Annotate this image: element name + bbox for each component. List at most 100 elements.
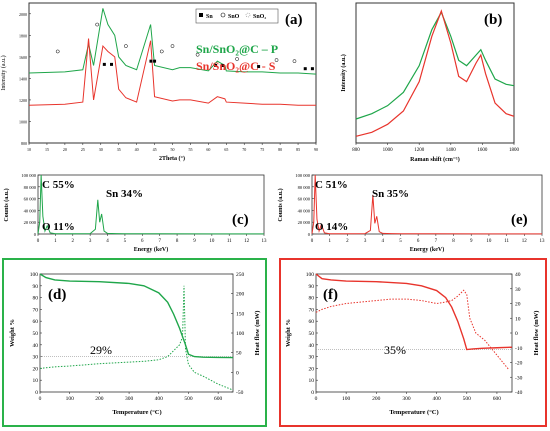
- y2-tick-label: 50: [236, 351, 242, 357]
- panel-d-y2ticks: 250 200 150 100 50 0 -50: [231, 272, 245, 396]
- y2-tick-label: -50: [236, 390, 244, 396]
- legend-sno2: SnO₂: [253, 14, 266, 20]
- y2-tick-label: 150: [236, 311, 245, 317]
- panel-a-legend: [195, 8, 279, 24]
- x-tick-label: 100: [66, 396, 75, 402]
- y-tick-label: 70: [33, 307, 39, 313]
- x-tick-label: 500: [463, 396, 472, 402]
- x-tick-label: 6: [417, 239, 420, 244]
- panel-b-lines: [355, 9, 515, 137]
- panel-c-lines: [37, 174, 264, 235]
- sn-peak-marker: [153, 59, 157, 63]
- x-tick-label: 7: [435, 239, 438, 244]
- y-tick-label: 80: [309, 296, 315, 302]
- y2-tick-label: 250: [236, 272, 245, 278]
- label-sample-p: Sn/SnO₂@C – P: [196, 42, 278, 56]
- panel-a-letter: (a): [285, 12, 303, 28]
- x-tick-label: 30: [99, 147, 103, 152]
- panel-c-ylabel: Counts (a.u.): [3, 188, 10, 221]
- heat-flow-curve: [39, 285, 234, 391]
- x-tick-label: 55: [188, 147, 192, 152]
- panel-a-yticks: 2000 1800 1600 1400 1200 1000 800: [19, 12, 31, 146]
- x-tick-label: 65: [224, 147, 228, 152]
- y-tick-label: 20: [33, 366, 39, 372]
- panel-b: 800 1000 1200 1400 1600 1800 Intensity (a.u.)…: [340, 2, 520, 163]
- panel-c-ann-o: O 11%: [42, 221, 75, 233]
- sn-peak-marker: [214, 63, 218, 67]
- y-tick-label: 0: [34, 232, 37, 237]
- panel-b-xticks: 800 1000 1200 1400 1600 1800: [352, 143, 520, 153]
- sno-peak-marker: [159, 49, 164, 54]
- x-tick-label: 15: [45, 147, 49, 152]
- panel-f-xticks: 0 100 200 300 400 500 600: [315, 392, 501, 402]
- x-tick-label: 50: [171, 147, 175, 152]
- x-tick-label: 13: [262, 239, 268, 244]
- x-tick-label: 4: [106, 239, 109, 244]
- x-tick-label: 8: [452, 239, 455, 244]
- panel-f-percent: 35%: [384, 343, 406, 357]
- panel-e-xticks: 0 1 2 3 4 5 6 7 8 9 10 11 12 13: [311, 234, 545, 244]
- y2-tick-label: 0: [236, 370, 239, 376]
- x-tick-label: 400: [155, 396, 164, 402]
- panel-d-xlabel: Temperature (°C): [112, 409, 161, 416]
- x-tick-label: 6: [141, 239, 144, 244]
- panel-e-lines: [311, 174, 542, 235]
- y2-tick-label: -10: [515, 346, 523, 352]
- xrd-line-p: [28, 8, 317, 75]
- x-tick-label: 1600: [477, 148, 488, 153]
- panel-e-ylabel: Counts (a.u.): [277, 188, 284, 221]
- sno-peak-marker: [55, 49, 60, 54]
- x-tick-label: 10: [486, 239, 492, 244]
- xrd-line-s: [28, 38, 316, 106]
- y-tick-label: 60 000: [298, 197, 311, 202]
- panel-b-letter: (b): [484, 12, 502, 28]
- raman-line-red: [355, 9, 515, 137]
- y-tick-label: 10: [309, 378, 315, 384]
- panel-b-xlabel: Raman shift (cm⁻¹): [410, 156, 460, 163]
- x-tick-label: 35: [117, 147, 121, 152]
- eds-spectrum-line: [311, 174, 542, 235]
- x-tick-label: 300: [125, 396, 134, 402]
- x-tick-label: 85: [296, 147, 300, 152]
- panel-e-yticks: 100 000 80 000 60 000 40 000 20 000 0: [295, 173, 314, 237]
- y-tick-label: 1600: [19, 55, 27, 60]
- x-tick-label: 20: [63, 147, 67, 152]
- y-tick-label: 40: [309, 343, 315, 349]
- sno-marker-icon: [220, 12, 226, 18]
- x-tick-label: 10: [209, 239, 215, 244]
- panel-c-ann-c: C 55%: [42, 179, 75, 191]
- weight-curve: [39, 273, 234, 359]
- panel-c-ann-sn: Sn 34%: [106, 188, 143, 200]
- sn-peak-marker: [310, 67, 314, 71]
- y-tick-label: 10: [33, 378, 39, 384]
- y-tick-label: 20: [309, 366, 315, 372]
- panel-d-lines: [39, 273, 234, 391]
- y-tick-label: 40 000: [24, 208, 37, 213]
- y-tick-label: 1400: [19, 76, 27, 81]
- sn-peak-marker: [110, 62, 114, 66]
- panel-c-xlabel: Energy (keV): [134, 246, 169, 253]
- eds-spectrum-line: [37, 174, 264, 235]
- y2-tick-label: 20: [515, 302, 521, 308]
- y-tick-label: 80 000: [298, 185, 311, 190]
- x-tick-label: 40: [135, 147, 139, 152]
- panel-b-ylabel: Intensity (a.u.): [340, 54, 347, 92]
- panel-f-lines: [315, 273, 513, 371]
- x-tick-label: 0: [315, 396, 318, 402]
- x-tick-label: 10: [27, 147, 31, 152]
- y-tick-label: 1800: [19, 33, 27, 38]
- y2-tick-label: 10: [515, 316, 521, 322]
- panel-c-letter: (c): [232, 212, 249, 228]
- x-tick-label: 5: [399, 239, 402, 244]
- label-sample-s: Sn/SnO₂@C - S: [196, 59, 276, 73]
- x-tick-label: 11: [227, 239, 232, 244]
- y-tick-label: 100: [30, 272, 39, 278]
- panel-d-outline: [2, 258, 267, 427]
- sno-peak-marker: [95, 22, 100, 27]
- y-tick-label: 30: [33, 355, 39, 361]
- panel-d-ylabel: Weight %: [9, 319, 16, 347]
- x-tick-label: 45: [153, 147, 157, 152]
- panel-f-y2label: Heat flow (mW): [533, 311, 540, 356]
- panel-a-xlabel: 2Theta (°): [159, 155, 185, 162]
